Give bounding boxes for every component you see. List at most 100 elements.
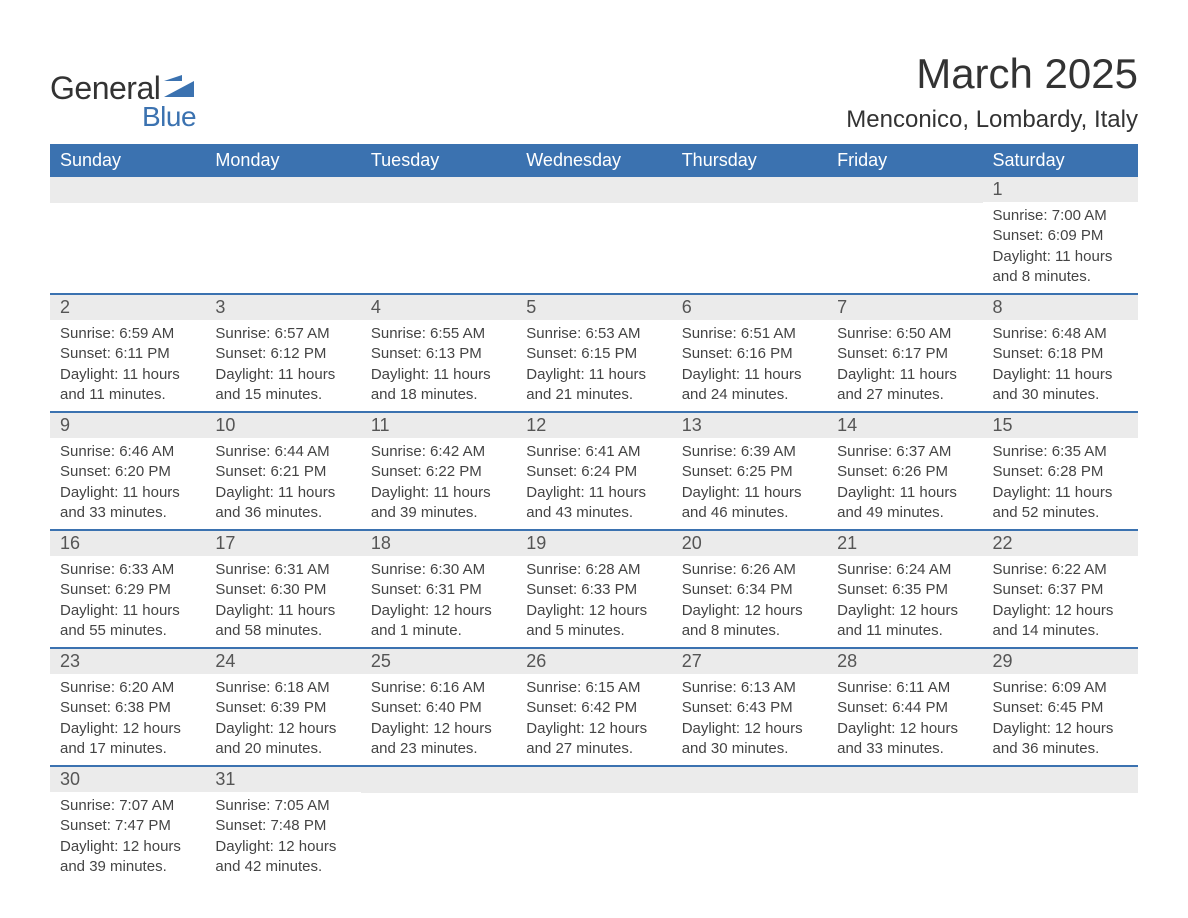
day-cell bbox=[50, 177, 205, 294]
day-cell: 10Sunrise: 6:44 AMSunset: 6:21 PMDayligh… bbox=[205, 412, 360, 530]
day-cell bbox=[361, 766, 516, 883]
sunset-text: Sunset: 6:42 PM bbox=[526, 698, 661, 718]
day-number: 3 bbox=[205, 295, 360, 320]
day-number: 8 bbox=[983, 295, 1138, 320]
day-cell: 8Sunrise: 6:48 AMSunset: 6:18 PMDaylight… bbox=[983, 294, 1138, 412]
day-cell: 1Sunrise: 7:00 AMSunset: 6:09 PMDaylight… bbox=[983, 177, 1138, 294]
day-cell: 13Sunrise: 6:39 AMSunset: 6:25 PMDayligh… bbox=[672, 412, 827, 530]
day-details: Sunrise: 6:18 AMSunset: 6:39 PMDaylight:… bbox=[205, 674, 360, 765]
day-number: 18 bbox=[361, 531, 516, 556]
day-number: 14 bbox=[827, 413, 982, 438]
sunrise-text: Sunrise: 6:20 AM bbox=[60, 678, 195, 698]
day-number bbox=[672, 767, 827, 793]
day-details: Sunrise: 6:55 AMSunset: 6:13 PMDaylight:… bbox=[361, 320, 516, 411]
daylight-text: Daylight: 12 hours and 42 minutes. bbox=[215, 837, 350, 878]
calendar-table: Sunday Monday Tuesday Wednesday Thursday… bbox=[50, 144, 1138, 883]
day-cell: 28Sunrise: 6:11 AMSunset: 6:44 PMDayligh… bbox=[827, 648, 982, 766]
sunset-text: Sunset: 6:17 PM bbox=[837, 344, 972, 364]
day-details: Sunrise: 6:11 AMSunset: 6:44 PMDaylight:… bbox=[827, 674, 982, 765]
sunset-text: Sunset: 6:29 PM bbox=[60, 580, 195, 600]
day-cell: 9Sunrise: 6:46 AMSunset: 6:20 PMDaylight… bbox=[50, 412, 205, 530]
day-number: 9 bbox=[50, 413, 205, 438]
day-details: Sunrise: 6:41 AMSunset: 6:24 PMDaylight:… bbox=[516, 438, 671, 529]
day-details: Sunrise: 6:22 AMSunset: 6:37 PMDaylight:… bbox=[983, 556, 1138, 647]
sunrise-text: Sunrise: 6:35 AM bbox=[993, 442, 1128, 462]
day-header: Tuesday bbox=[361, 144, 516, 177]
day-number bbox=[672, 177, 827, 203]
sunrise-text: Sunrise: 6:31 AM bbox=[215, 560, 350, 580]
day-details: Sunrise: 6:30 AMSunset: 6:31 PMDaylight:… bbox=[361, 556, 516, 647]
logo-mark-icon bbox=[164, 75, 198, 102]
day-details: Sunrise: 6:24 AMSunset: 6:35 PMDaylight:… bbox=[827, 556, 982, 647]
day-header: Friday bbox=[827, 144, 982, 177]
day-cell: 23Sunrise: 6:20 AMSunset: 6:38 PMDayligh… bbox=[50, 648, 205, 766]
daylight-text: Daylight: 12 hours and 8 minutes. bbox=[682, 601, 817, 642]
daylight-text: Daylight: 11 hours and 15 minutes. bbox=[215, 365, 350, 406]
day-details: Sunrise: 6:39 AMSunset: 6:25 PMDaylight:… bbox=[672, 438, 827, 529]
day-cell: 31Sunrise: 7:05 AMSunset: 7:48 PMDayligh… bbox=[205, 766, 360, 883]
sunset-text: Sunset: 6:43 PM bbox=[682, 698, 817, 718]
sunset-text: Sunset: 6:37 PM bbox=[993, 580, 1128, 600]
day-header: Wednesday bbox=[516, 144, 671, 177]
sunrise-text: Sunrise: 6:09 AM bbox=[993, 678, 1128, 698]
day-number: 10 bbox=[205, 413, 360, 438]
sunset-text: Sunset: 7:48 PM bbox=[215, 816, 350, 836]
day-header-row: Sunday Monday Tuesday Wednesday Thursday… bbox=[50, 144, 1138, 177]
day-number: 30 bbox=[50, 767, 205, 792]
sunrise-text: Sunrise: 6:28 AM bbox=[526, 560, 661, 580]
daylight-text: Daylight: 12 hours and 5 minutes. bbox=[526, 601, 661, 642]
day-details: Sunrise: 6:13 AMSunset: 6:43 PMDaylight:… bbox=[672, 674, 827, 765]
day-details: Sunrise: 6:57 AMSunset: 6:12 PMDaylight:… bbox=[205, 320, 360, 411]
daylight-text: Daylight: 11 hours and 49 minutes. bbox=[837, 483, 972, 524]
day-number: 20 bbox=[672, 531, 827, 556]
daylight-text: Daylight: 12 hours and 20 minutes. bbox=[215, 719, 350, 760]
sunset-text: Sunset: 6:15 PM bbox=[526, 344, 661, 364]
daylight-text: Daylight: 11 hours and 11 minutes. bbox=[60, 365, 195, 406]
sunset-text: Sunset: 6:22 PM bbox=[371, 462, 506, 482]
day-number bbox=[516, 767, 671, 793]
daylight-text: Daylight: 12 hours and 17 minutes. bbox=[60, 719, 195, 760]
day-number: 17 bbox=[205, 531, 360, 556]
sunrise-text: Sunrise: 6:50 AM bbox=[837, 324, 972, 344]
week-row: 2Sunrise: 6:59 AMSunset: 6:11 PMDaylight… bbox=[50, 294, 1138, 412]
day-number: 13 bbox=[672, 413, 827, 438]
daylight-text: Daylight: 12 hours and 11 minutes. bbox=[837, 601, 972, 642]
sunrise-text: Sunrise: 6:37 AM bbox=[837, 442, 972, 462]
day-number: 27 bbox=[672, 649, 827, 674]
title-block: March 2025 Menconico, Lombardy, Italy bbox=[846, 50, 1138, 134]
sunrise-text: Sunrise: 6:39 AM bbox=[682, 442, 817, 462]
day-header: Thursday bbox=[672, 144, 827, 177]
sunset-text: Sunset: 6:45 PM bbox=[993, 698, 1128, 718]
daylight-text: Daylight: 11 hours and 21 minutes. bbox=[526, 365, 661, 406]
day-cell: 30Sunrise: 7:07 AMSunset: 7:47 PMDayligh… bbox=[50, 766, 205, 883]
day-cell: 17Sunrise: 6:31 AMSunset: 6:30 PMDayligh… bbox=[205, 530, 360, 648]
day-details: Sunrise: 6:15 AMSunset: 6:42 PMDaylight:… bbox=[516, 674, 671, 765]
day-number: 22 bbox=[983, 531, 1138, 556]
logo-text-blue: Blue bbox=[142, 101, 198, 133]
day-cell: 24Sunrise: 6:18 AMSunset: 6:39 PMDayligh… bbox=[205, 648, 360, 766]
day-number: 2 bbox=[50, 295, 205, 320]
day-cell: 11Sunrise: 6:42 AMSunset: 6:22 PMDayligh… bbox=[361, 412, 516, 530]
day-number: 24 bbox=[205, 649, 360, 674]
day-number: 28 bbox=[827, 649, 982, 674]
day-cell bbox=[672, 766, 827, 883]
daylight-text: Daylight: 11 hours and 27 minutes. bbox=[837, 365, 972, 406]
sunset-text: Sunset: 6:44 PM bbox=[837, 698, 972, 718]
daylight-text: Daylight: 11 hours and 24 minutes. bbox=[682, 365, 817, 406]
sunset-text: Sunset: 6:11 PM bbox=[60, 344, 195, 364]
day-cell: 6Sunrise: 6:51 AMSunset: 6:16 PMDaylight… bbox=[672, 294, 827, 412]
daylight-text: Daylight: 11 hours and 43 minutes. bbox=[526, 483, 661, 524]
sunrise-text: Sunrise: 6:33 AM bbox=[60, 560, 195, 580]
sunrise-text: Sunrise: 6:55 AM bbox=[371, 324, 506, 344]
day-number: 5 bbox=[516, 295, 671, 320]
daylight-text: Daylight: 11 hours and 55 minutes. bbox=[60, 601, 195, 642]
day-number: 29 bbox=[983, 649, 1138, 674]
sunrise-text: Sunrise: 7:00 AM bbox=[993, 206, 1128, 226]
sunrise-text: Sunrise: 6:48 AM bbox=[993, 324, 1128, 344]
day-number: 25 bbox=[361, 649, 516, 674]
day-cell: 4Sunrise: 6:55 AMSunset: 6:13 PMDaylight… bbox=[361, 294, 516, 412]
day-number bbox=[361, 177, 516, 203]
day-number bbox=[50, 177, 205, 203]
sunrise-text: Sunrise: 6:46 AM bbox=[60, 442, 195, 462]
sunrise-text: Sunrise: 6:18 AM bbox=[215, 678, 350, 698]
